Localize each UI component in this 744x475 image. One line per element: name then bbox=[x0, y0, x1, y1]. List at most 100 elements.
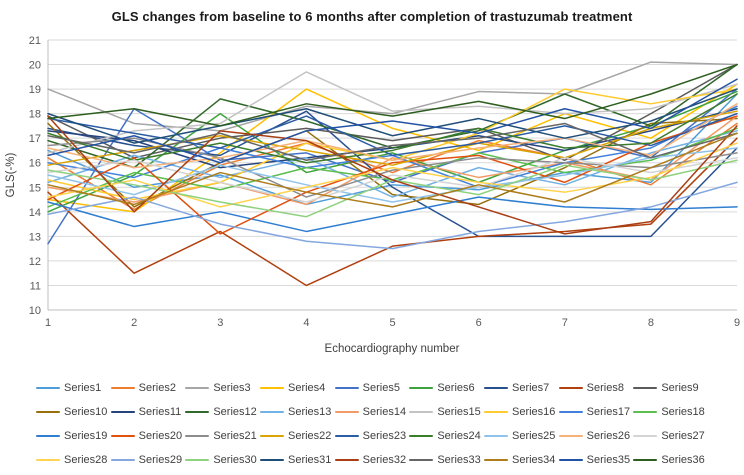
series-line-series19 bbox=[47, 196, 738, 233]
x-tick-label: 1 bbox=[45, 317, 51, 329]
legend-item-series10: Series10 bbox=[36, 404, 111, 419]
legend-swatch bbox=[334, 458, 359, 461]
legend-item-series2: Series2 bbox=[110, 380, 186, 395]
legend-swatch bbox=[110, 386, 135, 389]
legend-swatch bbox=[558, 458, 583, 461]
legend-item-series26: Series26 bbox=[558, 428, 634, 443]
y-tick-label: 17 bbox=[29, 133, 41, 145]
series-lines bbox=[47, 61, 738, 287]
x-axis-tick-labels: 1 2 3 4 5 6 7 8 9 bbox=[45, 317, 740, 329]
legend-label: Series20 bbox=[138, 429, 183, 442]
legend-label: Series8 bbox=[586, 381, 624, 394]
legend-swatch bbox=[36, 386, 60, 389]
legend-label: Series11 bbox=[138, 405, 182, 418]
y-tick-label: 13 bbox=[29, 231, 41, 243]
legend-label: Series18 bbox=[661, 405, 705, 418]
legend-swatch bbox=[185, 386, 210, 389]
x-tick-label: 6 bbox=[476, 317, 482, 329]
series-line-series32 bbox=[47, 115, 738, 235]
series-line-series31 bbox=[47, 88, 738, 144]
legend-item-series22: Series22 bbox=[259, 428, 335, 443]
series-line-series22 bbox=[47, 110, 738, 166]
legend-item-series11: Series11 bbox=[110, 404, 186, 419]
x-tick-label: 5 bbox=[389, 317, 395, 329]
legend-label: Series12 bbox=[213, 405, 257, 418]
legend-label: Series29 bbox=[138, 453, 183, 466]
legend-swatch bbox=[334, 410, 359, 413]
legend-swatch bbox=[334, 434, 359, 437]
legend-label: Series6 bbox=[437, 381, 475, 394]
legend-label: Series33 bbox=[437, 453, 481, 466]
legend-swatch bbox=[259, 434, 284, 437]
series-line-series20 bbox=[47, 115, 738, 235]
chart-title: GLS changes from baseline to 6 months af… bbox=[111, 9, 633, 24]
y-tick-label: 14 bbox=[29, 207, 41, 219]
legend-swatch bbox=[409, 386, 434, 389]
series-line-series8 bbox=[47, 137, 738, 287]
y-tick-label: 10 bbox=[29, 305, 41, 317]
legend-swatch bbox=[633, 386, 658, 389]
legend-label: Series28 bbox=[64, 453, 108, 466]
legend-item-series14: Series14 bbox=[334, 404, 410, 419]
legend-item-series29: Series29 bbox=[110, 452, 186, 467]
series-line-series2 bbox=[47, 122, 738, 211]
legend-label: Series9 bbox=[661, 381, 699, 394]
legend-swatch bbox=[259, 458, 284, 461]
series-line-series33 bbox=[47, 122, 738, 162]
legend-label: Series3 bbox=[213, 381, 251, 394]
legend-swatch bbox=[110, 458, 135, 461]
y-tick-label: 16 bbox=[29, 158, 41, 170]
legend-label: Series32 bbox=[362, 453, 407, 466]
legend-label: Series19 bbox=[64, 429, 108, 442]
legend-label: Series21 bbox=[213, 429, 257, 442]
legend-item-series20: Series20 bbox=[110, 428, 186, 443]
legend-label: Series4 bbox=[287, 381, 326, 394]
legend-label: Series27 bbox=[661, 429, 705, 442]
legend-swatch bbox=[110, 434, 135, 437]
legend-swatch bbox=[558, 410, 583, 413]
legend-label: Series23 bbox=[362, 429, 407, 442]
legend-label: Series24 bbox=[437, 429, 481, 442]
legend-swatch bbox=[483, 410, 508, 413]
legend-item-series7: Series7 bbox=[483, 380, 559, 395]
legend-swatch bbox=[409, 410, 434, 413]
legend-label: Series26 bbox=[586, 429, 631, 442]
legend-item-series23: Series23 bbox=[334, 428, 410, 443]
series-line-series5 bbox=[47, 88, 738, 245]
legend-label: Series5 bbox=[362, 381, 400, 394]
legend-item-series12: Series12 bbox=[185, 404, 260, 419]
series-line-series7 bbox=[47, 110, 738, 238]
legend-swatch bbox=[483, 386, 508, 389]
series-line-series29 bbox=[47, 181, 738, 250]
legend-label: Series15 bbox=[437, 405, 481, 418]
legend-label: Series17 bbox=[586, 405, 631, 418]
legend-swatch bbox=[110, 410, 135, 413]
y-tick-label: 18 bbox=[29, 109, 41, 121]
legend-swatch bbox=[36, 458, 60, 461]
legend-item-series16: Series16 bbox=[483, 404, 559, 419]
legend-item-series35: Series35 bbox=[558, 452, 634, 467]
legend-label: Series1 bbox=[64, 381, 102, 394]
series-line-series14 bbox=[47, 115, 738, 206]
series-line-series27 bbox=[47, 157, 738, 203]
legend-item-series1: Series1 bbox=[36, 380, 111, 395]
y-axis-title: GLS(-%) bbox=[5, 152, 17, 197]
legend-label: Series34 bbox=[511, 453, 556, 466]
legend-swatch bbox=[483, 434, 508, 437]
legend-item-series13: Series13 bbox=[259, 404, 335, 419]
y-tick-label: 11 bbox=[30, 280, 41, 292]
x-tick-label: 7 bbox=[562, 317, 568, 329]
y-axis-tick-labels: 10 11 12 13 14 15 16 17 18 19 20 21 bbox=[29, 35, 41, 317]
series-line-series34 bbox=[47, 132, 738, 208]
legend-item-series5: Series5 bbox=[334, 380, 410, 395]
legend-swatch bbox=[36, 410, 60, 413]
legend-swatch bbox=[633, 458, 658, 461]
legend-swatch bbox=[259, 386, 284, 389]
legend-swatch bbox=[633, 434, 658, 437]
legend-swatch bbox=[409, 458, 434, 461]
legend-item-series30: Series30 bbox=[185, 452, 260, 467]
legend-item-series4: Series4 bbox=[259, 380, 335, 395]
legend-item-series25: Series25 bbox=[483, 428, 559, 443]
